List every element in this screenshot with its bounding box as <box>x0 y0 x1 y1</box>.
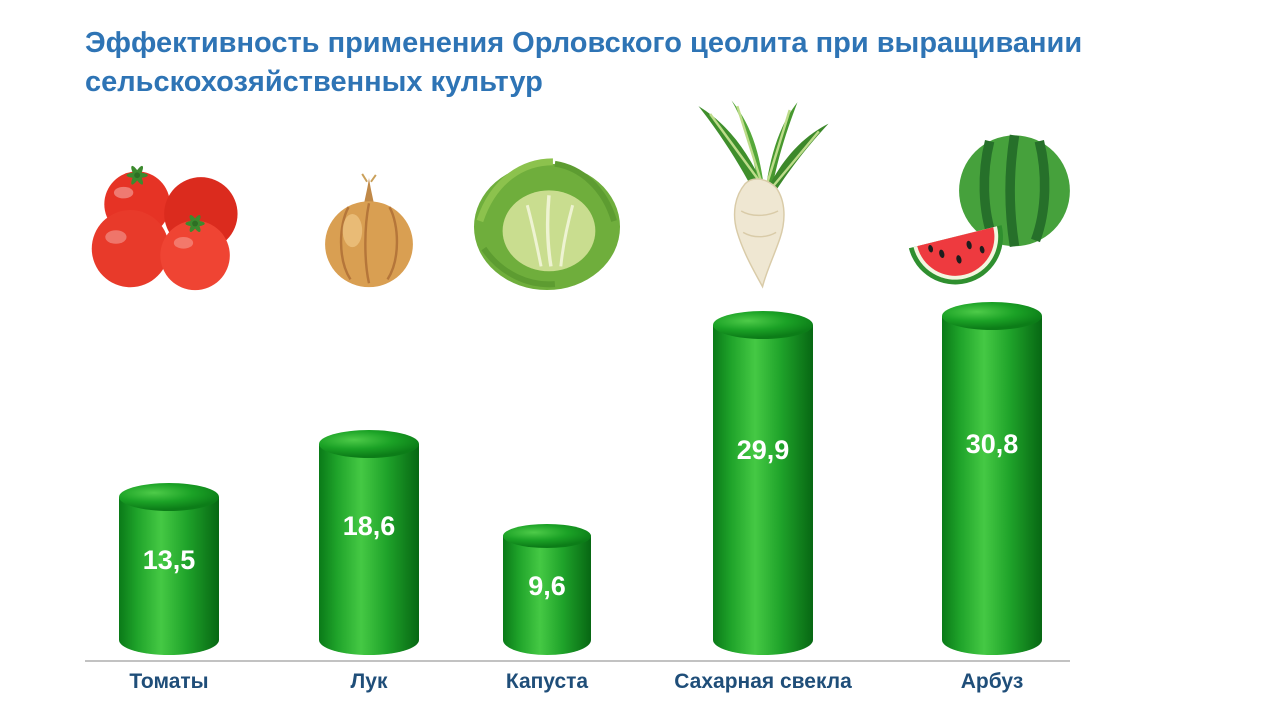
bar-value-label: 9,6 <box>528 571 566 602</box>
sugar-beet-icon <box>697 100 829 289</box>
category-label: Сахарная свекла <box>674 670 852 693</box>
bar-body <box>942 316 1042 655</box>
bar-body <box>319 444 419 655</box>
chart-title-line2: сельскохозяйственных культур <box>85 66 543 99</box>
category-label: Арбуз <box>960 670 1024 693</box>
tomatoes-image <box>64 92 274 294</box>
bar-top-ellipse <box>319 430 419 458</box>
bar-cylinder: 30,8 <box>942 302 1042 655</box>
chart-title: Эффективность применения Орловского цеол… <box>85 24 1195 102</box>
bar-value-label: 13,5 <box>142 544 196 575</box>
bar-body <box>713 325 813 655</box>
bar-top-ellipse <box>713 311 813 339</box>
bar-top-ellipse <box>119 483 219 511</box>
category-label: Томаты <box>129 670 209 693</box>
chart-column: 9,6 Капуста <box>447 0 647 720</box>
sugar-beet-image <box>658 92 868 294</box>
tomatoes-icon <box>91 165 238 291</box>
bar-cylinder: 18,6 <box>319 430 419 655</box>
bar-body <box>503 536 591 655</box>
onion-image <box>264 92 474 294</box>
chart-column: 30,8 Арбуз <box>892 0 1092 720</box>
category-label: Лук <box>350 670 388 693</box>
bar-top-ellipse <box>503 524 591 548</box>
bar-cylinder: 13,5 <box>119 483 219 655</box>
bar-cylinder: 29,9 <box>713 311 813 655</box>
bar-value-label: 30,8 <box>965 429 1019 460</box>
baseline <box>85 660 1070 662</box>
chart-column: 18,6 Лук <box>269 0 469 720</box>
chart-title-line1: Эффективность применения Орловского цеол… <box>85 27 1083 59</box>
bar-top-ellipse <box>942 302 1042 330</box>
chart-column: 29,9 Сахарная свекла <box>663 0 863 720</box>
bar-body <box>119 497 219 655</box>
cabbage-icon <box>473 158 621 291</box>
category-label: Капуста <box>505 670 589 693</box>
watermelon-image <box>887 92 1097 294</box>
bar-value-label: 18,6 <box>342 511 396 541</box>
cabbage-image <box>442 92 652 294</box>
watermelon-icon <box>908 134 1070 285</box>
bar-value-label: 29,9 <box>736 434 790 465</box>
bar-cylinder: 9,6 <box>503 524 591 655</box>
onion-icon <box>325 173 413 288</box>
chart-column: 13,5 Томаты <box>69 0 269 720</box>
